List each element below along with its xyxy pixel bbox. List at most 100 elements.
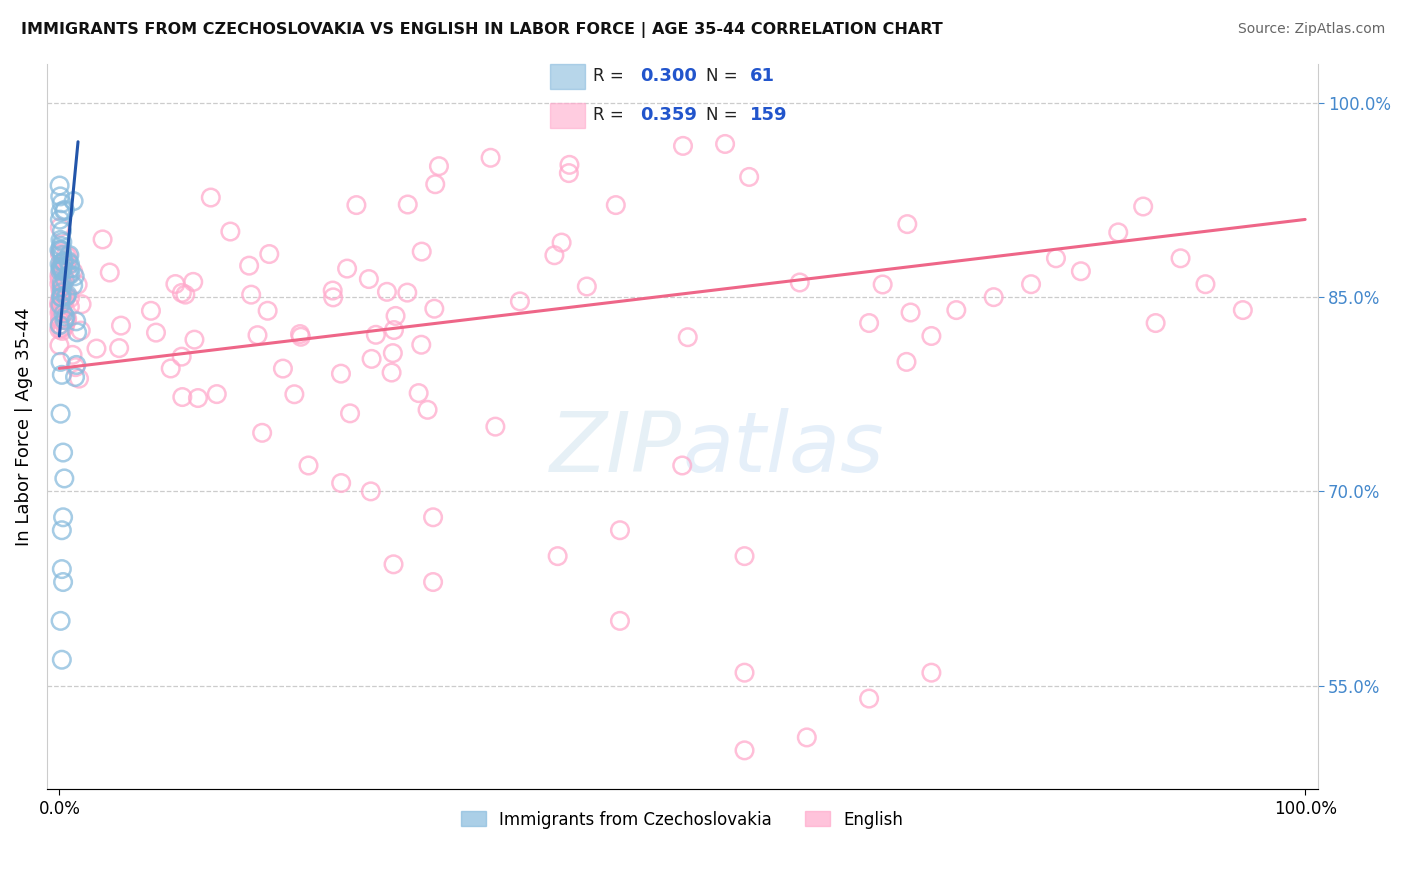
- Point: [53, 289, 76, 303]
- Text: Source: ZipAtlas.com: Source: ZipAtlas.com: [1237, 22, 1385, 37]
- Point: [219, 225, 242, 239]
- Point: [422, 510, 444, 524]
- Point: [1194, 277, 1216, 292]
- Point: [51, 276, 73, 290]
- Point: [48, 270, 70, 285]
- Point: [411, 337, 433, 351]
- Point: [145, 326, 167, 340]
- Point: [48, 243, 70, 257]
- Point: [165, 277, 187, 291]
- Point: [174, 287, 197, 301]
- Point: [900, 305, 922, 319]
- Point: [983, 290, 1005, 304]
- Point: [170, 285, 193, 300]
- Point: [49, 189, 72, 203]
- Point: [396, 285, 419, 300]
- Point: [49, 233, 72, 247]
- Point: [62, 264, 84, 278]
- Point: [110, 318, 132, 333]
- Point: [51, 293, 73, 308]
- Point: [48, 318, 70, 332]
- Point: [53, 313, 76, 327]
- Point: [396, 197, 419, 211]
- Point: [49, 318, 72, 332]
- Point: [796, 731, 818, 745]
- Point: [51, 324, 73, 338]
- Point: [322, 284, 344, 298]
- Point: [51, 368, 73, 382]
- Point: [49, 306, 72, 320]
- Point: [411, 244, 433, 259]
- Point: [62, 348, 84, 362]
- Bar: [550, 63, 585, 89]
- Point: [139, 303, 162, 318]
- Point: [187, 391, 209, 405]
- Point: [344, 198, 367, 212]
- Point: [1144, 316, 1167, 330]
- Point: [382, 323, 405, 337]
- Point: [49, 290, 72, 304]
- Point: [98, 266, 121, 280]
- Point: [543, 248, 565, 262]
- Point: [49, 293, 72, 307]
- Point: [65, 358, 87, 372]
- Point: [53, 273, 76, 287]
- Point: [1132, 200, 1154, 214]
- Point: [290, 330, 312, 344]
- Point: [238, 259, 260, 273]
- Point: [69, 324, 91, 338]
- Point: [51, 562, 73, 576]
- Point: [51, 235, 73, 249]
- Point: [479, 151, 502, 165]
- Point: [48, 257, 70, 271]
- Point: [49, 304, 72, 318]
- Point: [246, 328, 269, 343]
- Point: [48, 277, 70, 291]
- Text: 0.300: 0.300: [640, 68, 697, 86]
- Point: [48, 297, 70, 311]
- Point: [51, 285, 73, 300]
- Point: [62, 194, 84, 208]
- Point: [605, 198, 627, 212]
- Point: [49, 260, 72, 275]
- Point: [65, 360, 87, 375]
- Y-axis label: In Labor Force | Age 35-44: In Labor Force | Age 35-44: [15, 308, 32, 546]
- Point: [896, 217, 918, 231]
- Point: [55, 310, 77, 324]
- Point: [52, 298, 75, 312]
- Point: [49, 614, 72, 628]
- Point: [49, 245, 72, 260]
- Point: [49, 290, 72, 304]
- Point: [59, 261, 82, 276]
- Point: [108, 341, 131, 355]
- Point: [357, 272, 380, 286]
- Point: [51, 305, 73, 319]
- Point: [738, 169, 761, 184]
- Point: [52, 254, 75, 268]
- Point: [427, 159, 450, 173]
- Point: [51, 653, 73, 667]
- Point: [51, 248, 73, 262]
- Point: [58, 254, 80, 268]
- Point: [51, 299, 73, 313]
- Point: [66, 277, 89, 292]
- Point: [63, 370, 86, 384]
- Point: [858, 316, 880, 330]
- Point: [48, 295, 70, 310]
- Point: [288, 327, 311, 342]
- Point: [49, 313, 72, 327]
- Point: [51, 224, 73, 238]
- Point: [56, 311, 79, 326]
- Point: [51, 196, 73, 211]
- Point: [1045, 252, 1067, 266]
- Point: [53, 471, 76, 485]
- Point: [65, 314, 87, 328]
- Point: [734, 665, 756, 680]
- Point: [170, 350, 193, 364]
- Point: [181, 275, 204, 289]
- Point: [547, 549, 569, 563]
- Point: [49, 273, 72, 287]
- Point: [58, 248, 80, 262]
- Point: [330, 476, 353, 491]
- Point: [51, 280, 73, 294]
